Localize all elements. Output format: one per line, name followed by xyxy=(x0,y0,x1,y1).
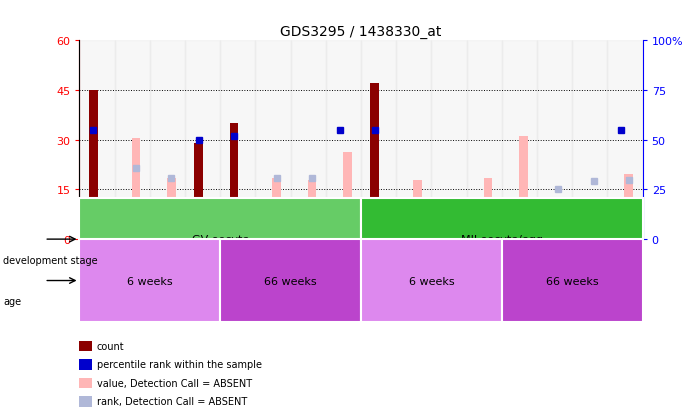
Text: GV oocyte: GV oocyte xyxy=(191,235,249,244)
Text: age: age xyxy=(3,297,21,306)
Bar xyxy=(448,214,457,240)
Text: MII oocyte/egg: MII oocyte/egg xyxy=(461,235,543,244)
Bar xyxy=(79,198,361,281)
Bar xyxy=(79,240,220,322)
Title: GDS3295 / 1438330_at: GDS3295 / 1438330_at xyxy=(281,25,442,39)
Bar xyxy=(131,138,140,240)
Bar xyxy=(502,240,643,322)
Bar xyxy=(607,41,643,240)
Bar xyxy=(150,41,185,240)
Text: development stage: development stage xyxy=(3,255,98,265)
Bar xyxy=(307,180,316,240)
Text: percentile rank within the sample: percentile rank within the sample xyxy=(97,359,262,369)
Bar xyxy=(502,41,537,240)
Bar xyxy=(167,178,176,240)
Text: 6 weeks: 6 weeks xyxy=(408,276,454,286)
Bar xyxy=(291,41,326,240)
Bar xyxy=(361,240,502,322)
Bar xyxy=(431,41,466,240)
Bar xyxy=(519,136,528,240)
Bar xyxy=(229,124,238,240)
Bar xyxy=(572,41,607,240)
Bar xyxy=(89,91,97,240)
Bar xyxy=(466,41,502,240)
Bar xyxy=(326,41,361,240)
Text: rank, Detection Call = ABSENT: rank, Detection Call = ABSENT xyxy=(97,396,247,406)
Bar xyxy=(625,174,633,240)
Bar xyxy=(256,41,291,240)
Text: 66 weeks: 66 weeks xyxy=(546,276,598,286)
Bar xyxy=(361,198,643,281)
Bar xyxy=(396,41,431,240)
Text: value, Detection Call = ABSENT: value, Detection Call = ABSENT xyxy=(97,378,252,388)
Text: 6 weeks: 6 weeks xyxy=(127,276,173,286)
Bar xyxy=(220,240,361,322)
Bar xyxy=(589,204,598,240)
Bar xyxy=(370,84,379,240)
Bar xyxy=(272,178,281,240)
Bar xyxy=(413,180,422,240)
Text: count: count xyxy=(97,341,124,351)
Bar xyxy=(343,152,352,240)
Text: 66 weeks: 66 weeks xyxy=(265,276,317,286)
Bar xyxy=(185,41,220,240)
Bar xyxy=(194,144,203,240)
Bar xyxy=(115,41,150,240)
Bar xyxy=(220,41,256,240)
Bar xyxy=(79,41,115,240)
Bar xyxy=(361,41,396,240)
Bar xyxy=(537,41,572,240)
Bar xyxy=(484,178,493,240)
